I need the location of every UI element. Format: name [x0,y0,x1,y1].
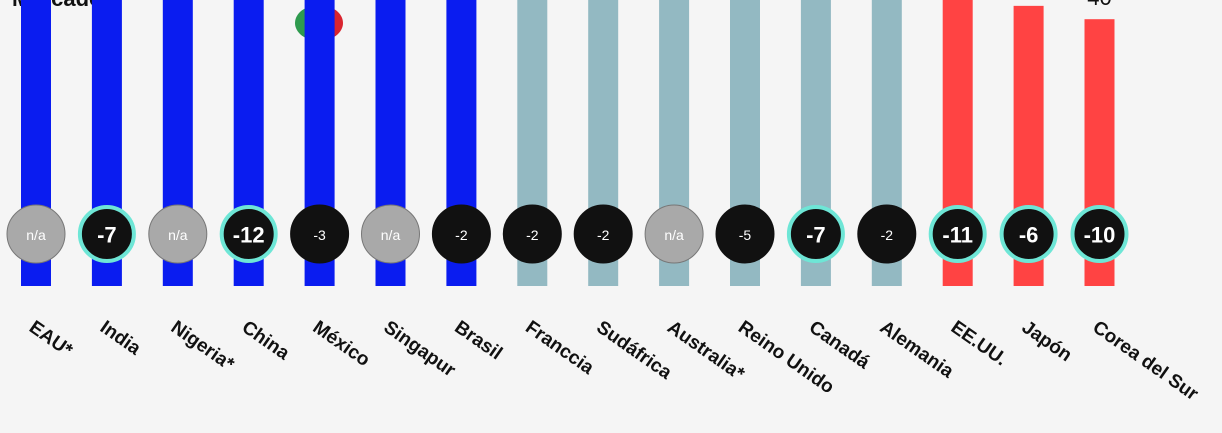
change-label-3: -12 [233,223,265,248]
category-label-6: Brasil [451,317,506,364]
category-label-9: Australia* [663,317,748,385]
change-badge-13 [928,205,987,263]
change-badge-4 [290,204,350,264]
value-label-15: 40 [1087,0,1111,10]
change-label-11: -7 [806,223,826,248]
category-label-4: México [309,317,374,371]
change-badge-15 [1070,205,1129,263]
change-label-10: -5 [739,227,752,243]
change-label-9: n/a [664,227,684,243]
category-label-13: EE.UU. [947,317,1011,371]
change-badge-9 [644,204,704,264]
category-label-15: Corea del Sur [1089,317,1203,405]
category-label-12: Alemania [876,317,958,383]
change-badge-8 [573,204,633,264]
change-label-13: -11 [942,223,973,248]
category-label-7: Franccia [521,317,597,379]
change-badge-10 [715,204,775,264]
change-badge-0 [6,204,66,264]
change-label-0: n/a [26,227,46,243]
change-label-12: -2 [881,227,894,243]
category-label-1: India [96,317,145,360]
change-badge-2 [148,204,208,264]
change-label-4: -3 [313,227,326,243]
change-badge-12 [857,204,917,264]
change-badge-11 [786,205,845,263]
category-label-0: EAU* [25,317,76,362]
chart-title: Mercado [12,0,102,12]
change-label-1: -7 [97,223,117,248]
change-badge-3 [219,205,278,263]
change-label-2: n/a [168,227,188,243]
category-label-5: Singapur [380,317,460,382]
change-label-5: n/a [381,227,401,243]
change-badge-14 [999,205,1058,263]
change-label-8: -2 [597,227,610,243]
change-label-7: -2 [526,227,539,243]
change-label-14: -6 [1019,223,1039,248]
change-label-15: -10 [1084,223,1116,248]
change-badge-5 [361,204,420,264]
change-label-6: -2 [455,227,468,243]
category-label-14: Japón [1018,317,1076,366]
category-label-8: Sudáfrica [592,317,675,384]
category-label-2: Nigeria* [167,317,238,376]
category-label-3: China [238,317,294,365]
change-badge-1 [77,205,136,263]
change-badge-7 [502,204,562,264]
change-badge-6 [431,204,491,264]
